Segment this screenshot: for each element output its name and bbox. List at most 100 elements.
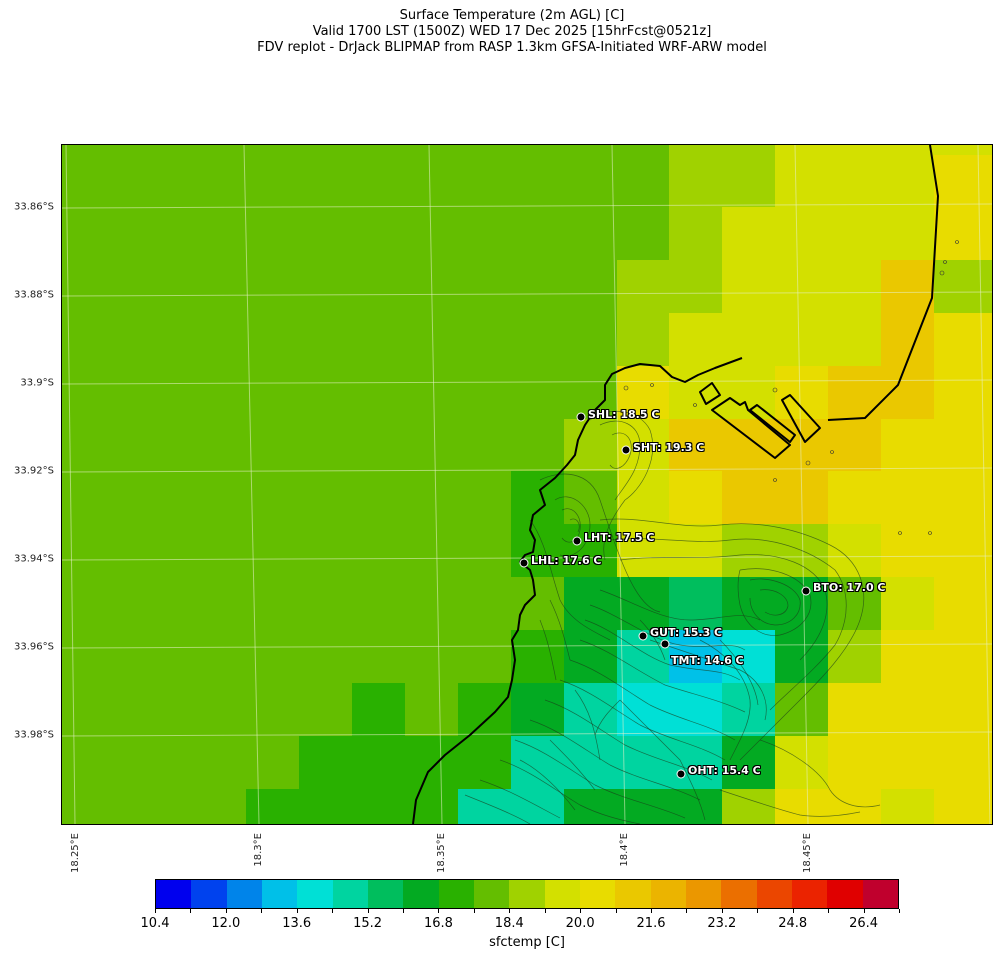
station-label-oht: OHT: 15.4 C	[688, 764, 761, 777]
grid-cell	[617, 471, 669, 524]
colorbar-segment	[827, 880, 863, 908]
grid-cell	[934, 789, 992, 824]
grid-cell	[511, 683, 564, 736]
colorbar-segment	[650, 880, 686, 908]
grid-cell	[564, 630, 617, 683]
station-dot-bto[interactable]	[801, 586, 811, 596]
grid-cell	[617, 207, 669, 260]
grid-cell	[669, 207, 722, 260]
colorbar-tick	[155, 909, 156, 913]
grid-cell	[881, 577, 934, 630]
colorbar-segment	[509, 880, 545, 908]
coastline	[412, 145, 939, 824]
colorbar-segment	[473, 880, 510, 908]
temperature-grid-cells	[246, 145, 992, 824]
grid-cell	[934, 366, 992, 419]
station-dot-oht[interactable]	[676, 769, 686, 779]
grid-cell	[246, 789, 458, 824]
colorbar	[155, 879, 899, 909]
grid-cell	[617, 260, 722, 313]
station-dot-sht[interactable]	[621, 445, 631, 455]
colorbar-segment	[438, 880, 474, 908]
station-label-tmt: TMT: 14.6 C	[671, 654, 744, 667]
colorbar-tick	[721, 909, 723, 913]
station-dot-lhl[interactable]	[519, 558, 529, 568]
grid-cell	[775, 630, 828, 683]
grid-cell	[881, 260, 934, 313]
colorbar-tick	[225, 909, 227, 913]
colorbar-tick	[367, 909, 369, 913]
grid-cell	[881, 630, 992, 683]
colorbar-tick	[296, 909, 298, 913]
grid-cell	[352, 683, 405, 736]
station-dot-shl[interactable]	[576, 412, 586, 422]
grid-cell	[722, 736, 775, 789]
colorbar-tick-label: 12.0	[211, 916, 241, 931]
lat-tick-label: 33.96°S	[14, 641, 54, 653]
station-dot-lht[interactable]	[572, 536, 582, 546]
lon-tick-label: 18.4°E	[619, 833, 630, 867]
colorbar-tick	[863, 909, 865, 913]
grid-cell	[722, 789, 775, 824]
grid-cell	[564, 736, 722, 789]
grid-cell	[299, 736, 511, 789]
grid-cell	[881, 207, 934, 260]
colorbar-segment	[579, 880, 616, 908]
colorbar-tick	[544, 909, 546, 913]
grid-cell	[722, 630, 775, 683]
colorbar-tick	[757, 909, 759, 913]
grid-cell	[669, 313, 828, 366]
colorbar-tick	[473, 909, 475, 913]
colorbar-tick-label: 15.2	[353, 916, 383, 931]
grid-cell	[828, 313, 881, 366]
station-dot-gut[interactable]	[638, 631, 648, 641]
colorbar-tick	[899, 909, 900, 913]
station-dot-tmt[interactable]	[660, 639, 670, 649]
grid-cell	[775, 145, 934, 207]
lat-tick-label: 33.88°S	[14, 289, 54, 301]
grid-cell	[722, 260, 881, 313]
grid-cell	[458, 789, 511, 824]
grid-cell	[775, 683, 828, 736]
colorbar-tick	[261, 909, 263, 913]
lon-tick-label: 18.45°E	[802, 833, 813, 873]
lat-tick-label: 33.94°S	[14, 553, 54, 565]
station-label-lhl: LHL: 17.6 C	[531, 554, 602, 567]
colorbar-tick	[438, 909, 440, 913]
plot-title: Surface Temperature (2m AGL) [C] Valid 1…	[0, 8, 1001, 56]
grid-cell	[828, 524, 881, 577]
colorbar-tick-label: 16.8	[423, 916, 453, 931]
grid-cell	[669, 630, 722, 683]
grid-cell	[934, 207, 992, 260]
colorbar-tick-label: 26.4	[849, 916, 879, 931]
grid-cell	[564, 789, 722, 824]
colorbar-tick	[509, 909, 511, 913]
grid-cell	[511, 736, 564, 789]
grid-cell	[828, 736, 992, 789]
grid-cell	[564, 419, 617, 471]
grid-cell	[511, 630, 564, 683]
colorbar-tick-label: 23.2	[707, 916, 737, 931]
map-plot-area	[61, 144, 993, 825]
lon-tick-label: 18.25°E	[70, 833, 81, 873]
colorbar-tick-label: 21.6	[636, 916, 666, 931]
grid-cell	[617, 577, 669, 630]
grid-cell	[881, 789, 934, 824]
temperature-map	[62, 145, 992, 824]
colorbar-tick	[403, 909, 404, 913]
colorbar-segment	[721, 880, 757, 908]
small-contour-islands	[623, 240, 959, 535]
colorbar-segment	[756, 880, 792, 908]
colorbar-tick-label: 20.0	[565, 916, 595, 931]
colorbar-tick-label: 24.8	[778, 916, 808, 931]
grid-cell	[828, 471, 992, 524]
station-label-gut: GUT: 15.3 C	[650, 626, 723, 639]
grid-cell	[934, 313, 992, 366]
grid-cell	[722, 683, 775, 736]
lat-tick-label: 33.92°S	[14, 465, 54, 477]
colorbar-tick-label: 18.4	[494, 916, 524, 931]
grid-cell	[722, 207, 881, 260]
grid-cell	[617, 366, 669, 419]
colorbar-segment	[367, 880, 404, 908]
colorbar-segment	[544, 880, 580, 908]
